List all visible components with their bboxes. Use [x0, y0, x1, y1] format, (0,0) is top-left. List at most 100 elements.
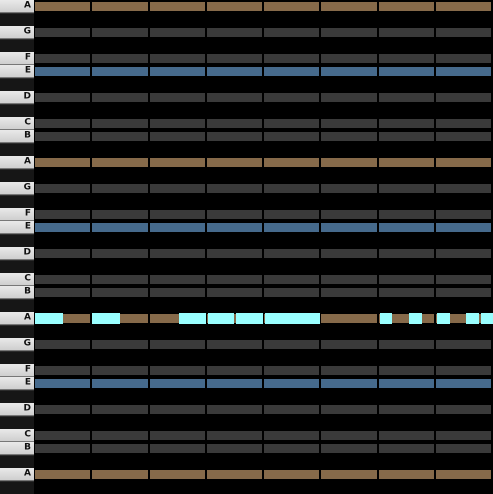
grid-cell[interactable] [35, 119, 91, 128]
grid-cell[interactable] [149, 444, 205, 453]
grid-cell[interactable] [206, 132, 262, 141]
grid-cell[interactable] [321, 119, 377, 128]
white-piano-key[interactable]: C [0, 117, 34, 130]
grid-cell[interactable] [435, 210, 491, 219]
grid-cell[interactable] [206, 431, 262, 440]
note-lane-g[interactable] [35, 184, 493, 193]
grid-cell[interactable] [321, 223, 377, 232]
note-lane-e[interactable] [35, 223, 493, 232]
grid-cell[interactable] [35, 431, 91, 440]
grid-cell[interactable] [435, 54, 491, 63]
grid-cell[interactable] [92, 2, 148, 11]
note-lane-b[interactable] [35, 132, 493, 141]
grid-cell[interactable] [321, 366, 377, 375]
white-piano-key[interactable]: E [0, 377, 34, 390]
grid-cell[interactable] [321, 249, 377, 258]
grid-cell[interactable] [435, 340, 491, 349]
grid-cell[interactable] [35, 444, 91, 453]
white-piano-key[interactable]: F [0, 208, 34, 221]
note-lane-d[interactable] [35, 405, 493, 414]
grid-cell[interactable] [435, 223, 491, 232]
grid-cell[interactable] [435, 470, 491, 479]
black-piano-key[interactable] [0, 234, 34, 247]
grid-cell[interactable] [92, 366, 148, 375]
grid-cell[interactable] [92, 54, 148, 63]
black-piano-key[interactable] [0, 325, 34, 338]
midi-note[interactable] [481, 313, 493, 324]
grid-cell[interactable] [149, 223, 205, 232]
grid-cell[interactable] [321, 431, 377, 440]
grid-cell[interactable] [321, 2, 377, 11]
white-piano-key[interactable]: E [0, 65, 34, 78]
note-lane-f[interactable] [35, 366, 493, 375]
grid-cell[interactable] [321, 340, 377, 349]
grid-cell[interactable] [378, 366, 434, 375]
white-piano-key[interactable]: F [0, 52, 34, 65]
grid-cell[interactable] [378, 158, 434, 167]
grid-cell[interactable] [435, 314, 491, 323]
grid-cell[interactable] [435, 405, 491, 414]
grid-cell[interactable] [206, 366, 262, 375]
grid-cell[interactable] [149, 93, 205, 102]
grid-cell[interactable] [264, 54, 320, 63]
grid-cell[interactable] [92, 249, 148, 258]
grid-cell[interactable] [149, 470, 205, 479]
grid-cell[interactable] [378, 28, 434, 37]
grid-cell[interactable] [92, 119, 148, 128]
grid-cell[interactable] [206, 288, 262, 297]
grid-cell[interactable] [378, 210, 434, 219]
grid-cell[interactable] [149, 340, 205, 349]
note-lane-g[interactable] [35, 340, 493, 349]
grid-cell[interactable] [321, 444, 377, 453]
grid-cell[interactable] [378, 119, 434, 128]
grid-cell[interactable] [435, 431, 491, 440]
black-piano-key[interactable] [0, 195, 34, 208]
grid-cell[interactable] [92, 275, 148, 284]
white-piano-key[interactable]: B [0, 442, 34, 455]
note-lane-b[interactable] [35, 444, 493, 453]
grid-cell[interactable] [92, 223, 148, 232]
note-lane-e[interactable] [35, 67, 493, 76]
grid-cell[interactable] [149, 54, 205, 63]
grid-cell[interactable] [206, 54, 262, 63]
grid-cell[interactable] [378, 67, 434, 76]
grid-cell[interactable] [321, 132, 377, 141]
grid-cell[interactable] [149, 184, 205, 193]
black-piano-key[interactable] [0, 143, 34, 156]
grid-cell[interactable] [149, 132, 205, 141]
grid-cell[interactable] [206, 119, 262, 128]
grid-cell[interactable] [92, 340, 148, 349]
grid-cell[interactable] [378, 223, 434, 232]
grid-cell[interactable] [206, 223, 262, 232]
grid-cell[interactable] [435, 28, 491, 37]
grid-cell[interactable] [435, 158, 491, 167]
grid-cell[interactable] [378, 275, 434, 284]
grid-cell[interactable] [92, 210, 148, 219]
grid-cell[interactable] [321, 379, 377, 388]
white-piano-key[interactable]: D [0, 91, 34, 104]
grid-cell[interactable] [35, 249, 91, 258]
grid-cell[interactable] [264, 340, 320, 349]
grid-cell[interactable] [435, 67, 491, 76]
grid-cell[interactable] [35, 158, 91, 167]
grid-cell[interactable] [35, 67, 91, 76]
grid-cell[interactable] [378, 431, 434, 440]
black-piano-key[interactable] [0, 104, 34, 117]
white-piano-key[interactable]: G [0, 338, 34, 351]
midi-note[interactable] [208, 313, 234, 324]
grid-cell[interactable] [321, 158, 377, 167]
grid-cell[interactable] [35, 470, 91, 479]
grid-cell[interactable] [378, 249, 434, 258]
grid-cell[interactable] [35, 184, 91, 193]
white-piano-key[interactable]: A [0, 468, 34, 481]
white-piano-key[interactable]: A [0, 312, 34, 325]
grid-cell[interactable] [378, 288, 434, 297]
note-lane-a[interactable] [35, 158, 493, 167]
grid-cell[interactable] [264, 275, 320, 284]
grid-cell[interactable] [264, 249, 320, 258]
black-piano-key[interactable] [0, 390, 34, 403]
grid-cell[interactable] [206, 444, 262, 453]
grid-cell[interactable] [264, 405, 320, 414]
grid-cell[interactable] [321, 470, 377, 479]
